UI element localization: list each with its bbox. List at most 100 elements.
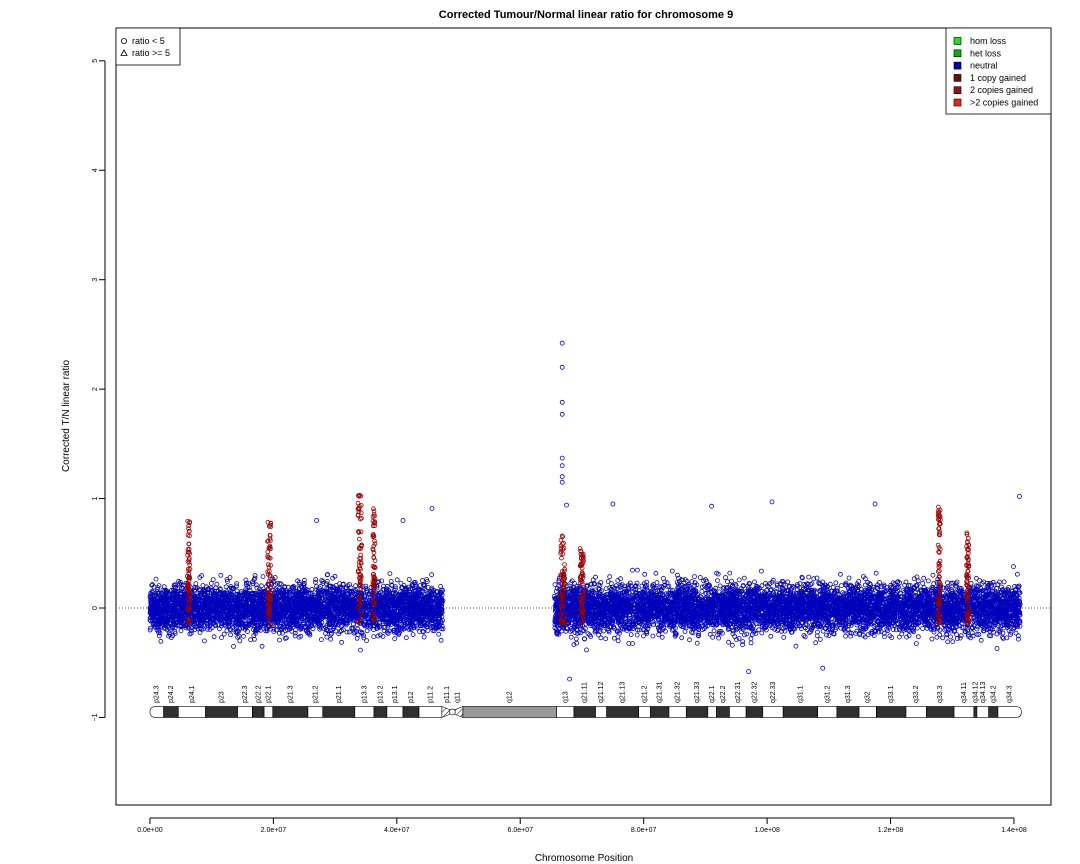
- data-point-neutral: [915, 634, 921, 640]
- data-point-neutral: [271, 629, 277, 634]
- data-point-neutral: [699, 584, 705, 590]
- data-point-neutral: [642, 571, 648, 577]
- data-point-neutral: [158, 638, 164, 644]
- data-point-neutral: [429, 585, 435, 591]
- data-point-neutral: [1001, 579, 1007, 585]
- data-point-neutral: [324, 579, 330, 584]
- data-point-neutral: [371, 634, 377, 639]
- plot-frame: [115, 27, 1052, 806]
- data-point-neutral: [729, 642, 735, 648]
- data-point-neutral: [328, 636, 334, 642]
- data-point-neutral: [208, 581, 214, 586]
- data-point-neutral: [748, 636, 754, 642]
- data-point-neutral: [156, 633, 162, 639]
- data-point-neutral: [260, 574, 266, 579]
- scatter-points: [147, 340, 1023, 682]
- data-point-neutral: [312, 579, 318, 585]
- data-point-neutral: [237, 638, 243, 644]
- data-point-neutral: [219, 635, 224, 640]
- x-tick-label: 1.0e+08: [754, 827, 780, 834]
- data-point-neutral: [339, 639, 345, 645]
- y-tick-label: 2: [92, 387, 99, 391]
- data-point-neutral: [723, 575, 728, 580]
- data-point-neutral: [253, 631, 258, 636]
- chart-title: Corrected Tumour/Normal linear ratio for…: [439, 9, 733, 21]
- data-point-neutral: [357, 647, 363, 653]
- data-point-neutral: [259, 643, 265, 649]
- data-point-neutral: [436, 631, 442, 637]
- data-point-neutral: [419, 578, 425, 583]
- data-point-neutral: [211, 634, 217, 640]
- data-point-neutral: [227, 575, 233, 580]
- data-point-neutral: [421, 634, 427, 640]
- y-tick-label: 4: [92, 168, 99, 172]
- data-point-neutral: [424, 579, 430, 584]
- data-point-neutral: [355, 626, 361, 632]
- data-point-neutral: [243, 577, 249, 583]
- data-point-neutral: [231, 644, 236, 649]
- data-point-neutral: [178, 628, 184, 634]
- data-point-neutral: [741, 575, 747, 581]
- data-point-neutral: [258, 583, 264, 589]
- data-point-neutral: [234, 583, 240, 589]
- data-point-neutral: [309, 586, 315, 592]
- data-point-neutral: [385, 631, 391, 636]
- axes: 0.0e+00 2.0e+07 4.0e+07 6.0e+07 8.0e+07 1.0e+…: [92, 59, 1027, 834]
- data-point-neutral: [236, 633, 242, 639]
- x-tick-label: 1.2e+08: [878, 827, 904, 834]
- data-point-neutral: [398, 580, 404, 586]
- x-tick-label: 6.0e+07: [507, 827, 533, 834]
- data-point-neutral: [193, 581, 199, 586]
- data-point-neutral: [277, 637, 282, 643]
- data-point-neutral: [379, 578, 385, 584]
- x-tick-label: 0.0e+00: [137, 827, 163, 834]
- data-point-neutral: [228, 632, 234, 638]
- x-tick-label: 4.0e+07: [384, 827, 410, 834]
- data-point-neutral: [392, 636, 398, 642]
- data-point-neutral: [241, 633, 246, 639]
- data-point-neutral: [363, 583, 369, 589]
- x-tick-label: 1.4e+08: [1001, 827, 1027, 834]
- data-point-neutral: [248, 637, 254, 643]
- x-tick-label: 2.0e+07: [261, 827, 287, 834]
- data-point-neutral: [438, 637, 444, 643]
- data-point-neutral: [318, 637, 324, 642]
- data-point-neutral: [584, 647, 589, 653]
- data-point-neutral: [838, 571, 843, 577]
- y-tick-label: −1: [92, 713, 99, 721]
- data-point-neutral: [817, 637, 823, 642]
- data-point-neutral: [153, 576, 159, 582]
- data-point-neutral: [224, 628, 230, 634]
- data-point-neutral: [148, 625, 154, 631]
- data-point-neutral: [978, 637, 984, 643]
- data-point-neutral: [292, 633, 298, 639]
- data-point-neutral: [429, 572, 435, 578]
- data-point-neutral: [333, 628, 339, 634]
- y-tick-label: 0: [92, 606, 99, 610]
- data-point-neutral: [201, 638, 207, 644]
- data-point-neutral: [320, 581, 326, 586]
- data-point-neutral: [438, 584, 444, 589]
- data-point-neutral: [218, 572, 224, 578]
- data-point-neutral: [336, 631, 342, 637]
- data-point-neutral: [387, 571, 393, 576]
- data-point-neutral: [406, 577, 412, 582]
- x-tick-label: 8.0e+07: [631, 827, 657, 834]
- data-point-neutral: [332, 573, 338, 579]
- data-point-neutral: [223, 623, 229, 629]
- data-point-neutral: [252, 573, 258, 578]
- data-point-neutral: [354, 635, 360, 641]
- data-point-neutral: [615, 638, 621, 644]
- data-point-neutral: [424, 577, 430, 582]
- data-point-neutral: [410, 632, 416, 637]
- data-point-neutral: [420, 628, 426, 634]
- data-point-neutral: [210, 577, 216, 582]
- data-point-neutral: [948, 634, 953, 640]
- data-point-neutral: [200, 583, 206, 588]
- data-point-neutral: [364, 638, 370, 643]
- y-tick-label: 5: [92, 59, 99, 63]
- data-point-neutral: [394, 577, 400, 583]
- y-tick-label: 1: [92, 497, 99, 501]
- y-tick-label: 3: [92, 278, 99, 282]
